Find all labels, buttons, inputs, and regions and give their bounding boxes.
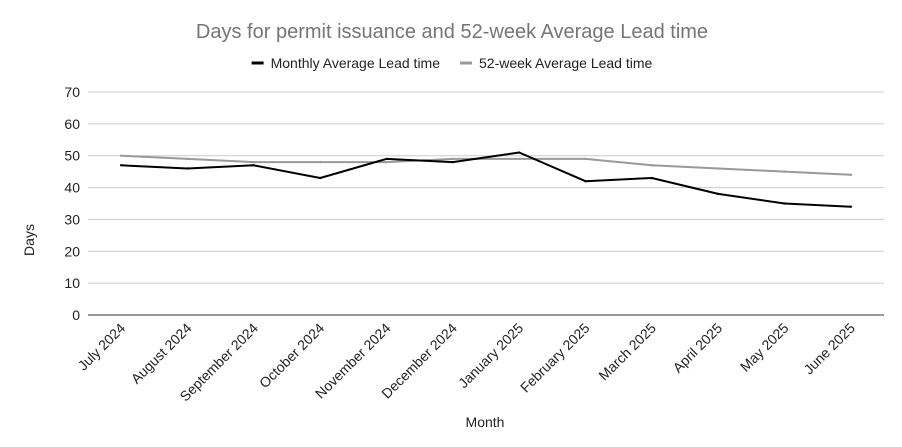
gridlines (88, 91, 884, 316)
chart-title: Days for permit issuance and 52-week Ave… (196, 21, 708, 43)
legend-label: 52-week Average Lead time (479, 55, 653, 71)
y-tick-label: 70 (64, 84, 80, 100)
data-point (584, 157, 587, 161)
data-point (650, 176, 654, 180)
x-tick-label: January 2025 (455, 320, 526, 391)
legend-label: Monthly Average Lead time (271, 55, 441, 71)
data-point (385, 160, 388, 164)
y-tick-label: 30 (64, 211, 80, 227)
data-point (186, 167, 189, 170)
y-axis-title: Days (21, 224, 37, 256)
data-point (451, 157, 455, 161)
x-tick-label: June 2025 (800, 320, 858, 378)
data-point (517, 157, 521, 161)
legend-item: 52-week Average Lead time (460, 55, 653, 71)
data-point (517, 151, 521, 154)
x-tick-label: May 2025 (737, 320, 792, 375)
y-tick-label: 40 (64, 180, 80, 196)
legend-item: Monthly Average Lead time (251, 55, 441, 71)
x-tick-label: August 2024 (128, 320, 195, 387)
data-point (849, 205, 853, 208)
x-tick-label: April 2025 (669, 320, 725, 376)
data-point (716, 192, 720, 196)
data-point (252, 160, 256, 164)
data-point (385, 157, 388, 161)
series-layer (119, 151, 853, 208)
series-line-2 (121, 154, 851, 176)
data-point (318, 176, 322, 180)
data-point (650, 164, 654, 167)
x-tick-label: February 2025 (517, 320, 593, 396)
y-tick-label: 10 (64, 275, 80, 291)
data-point (318, 160, 322, 164)
y-axis-ticks: 0 10 20 30 40 50 60 70 (64, 84, 80, 323)
data-point (186, 157, 189, 161)
data-point (451, 160, 455, 164)
data-point (783, 202, 786, 205)
data-point (252, 164, 256, 167)
y-tick-label: 50 (64, 148, 80, 164)
x-tick-label: March 2025 (595, 320, 659, 384)
y-tick-label: 20 (64, 243, 80, 259)
x-axis-title: Month (466, 414, 505, 430)
legend: Monthly Average Lead time 52-week Average… (251, 55, 653, 71)
data-point (584, 180, 587, 183)
data-point (849, 173, 853, 177)
x-tick-label: July 2024 (75, 320, 129, 374)
y-tick-label: 0 (72, 307, 80, 323)
data-point (716, 167, 720, 170)
data-point (119, 164, 123, 167)
data-point (783, 170, 786, 173)
x-tick-label: October 2024 (256, 320, 327, 391)
data-point (119, 154, 123, 157)
series-line-1 (121, 151, 851, 208)
y-tick-label: 60 (64, 116, 80, 132)
